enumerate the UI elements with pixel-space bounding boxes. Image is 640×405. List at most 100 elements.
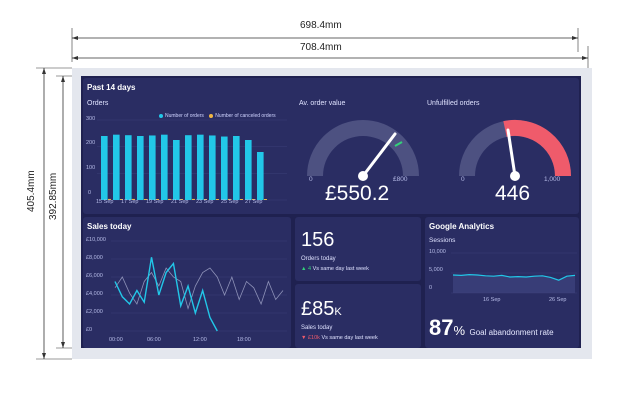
dashboard-screen: Past 14 days Orders Number of orders Num… (81, 76, 581, 348)
orders-today-label: Orders today (301, 256, 336, 262)
legend-orders-label: Number of orders (165, 113, 204, 119)
dimension-width-bottom: 708.4mm (300, 42, 342, 53)
orders-today-delta: ▲ 4 Vs same day last week (301, 266, 369, 272)
orders-today-delta-text: Vs same day last week (312, 266, 369, 272)
sales-kpi-suffix: K (334, 306, 342, 318)
orders-ytick-100: 100 (86, 165, 96, 171)
orders-bar (161, 134, 168, 200)
sales-xtick: 12:00 (193, 337, 207, 343)
sales-kpi-delta-text: Vs same day last week (321, 335, 378, 341)
sessions-line (452, 273, 576, 281)
canceled-bar (131, 198, 135, 200)
canceled-bar (107, 198, 111, 200)
orders-ytick-300: 300 (86, 116, 96, 122)
sales-ytick: £8,000 (86, 255, 103, 261)
orders-title: Orders (87, 100, 109, 107)
sessions-ytick: 0 (429, 285, 433, 291)
sales-line-chart (111, 240, 287, 332)
orders-bar (197, 134, 204, 200)
unfulfilled-gauge (459, 119, 572, 181)
sales-ytick: £0 (86, 327, 93, 333)
sales-ytick: £6,000 (86, 273, 103, 279)
sales-kpi-delta-value: £10k (307, 335, 320, 341)
sales-xtick: 06:00 (147, 337, 161, 343)
sales-ytick: £2,000 (86, 309, 103, 315)
orders-bar (149, 135, 156, 200)
gauge-needle (361, 132, 397, 178)
dimension-height-inner: 392.85mm (48, 172, 59, 220)
orders-bar (209, 135, 216, 200)
orders-ytick-0: 0 (88, 190, 92, 196)
orders-today-panel: 156 Orders today ▲ 4 Vs same day last we… (295, 217, 421, 281)
orders-bar (113, 134, 120, 200)
today-line (114, 257, 218, 332)
dimension-height-outer: 405.4mm (26, 170, 37, 212)
sales-kpi-label: Sales today (301, 325, 333, 331)
canceled-bar (179, 199, 183, 200)
canceled-bar (239, 199, 243, 200)
orders-bar (233, 136, 240, 200)
canceled-bar (143, 199, 147, 200)
sales-kpi-panel: £85K Sales today ▼ £10k Vs same day last… (295, 284, 421, 348)
gauge-needle (506, 128, 517, 178)
sales-ytick: £10,000 (86, 237, 106, 243)
sales-kpi-amount: £85 (301, 298, 335, 320)
abandonment-pct-label: Goal abandonment rate (469, 328, 554, 337)
sessions-area (453, 274, 575, 293)
sessions-xtick: 26 Sep (549, 297, 567, 303)
legend-canceled-label: Number of canceled orders (215, 113, 276, 119)
canceled-bar (263, 199, 267, 200)
canceled-bar (191, 198, 195, 200)
sales-today-title: Sales today (87, 222, 132, 231)
down-arrow-icon: ▼ (301, 335, 307, 341)
orders-bar (185, 135, 192, 200)
unfulfilled-title: Unfulfilled orders (427, 100, 480, 107)
page-title: Past 14 days (87, 83, 136, 92)
orders-bar (125, 135, 132, 200)
sessions-line-chart (451, 252, 577, 294)
orders-ytick-200: 200 (86, 140, 96, 146)
unfulfilled-value: 446 (495, 182, 531, 205)
canceled-bar (251, 199, 255, 200)
sales-today-panel: Sales today £10,000 £8,000 £6,000 £4,000… (83, 217, 291, 348)
canceled-bar (203, 199, 207, 200)
google-analytics-title: Google Analytics (429, 222, 495, 231)
sales-xtick: 18:00 (237, 337, 251, 343)
orders-bar (173, 140, 180, 200)
abandonment-rate: 87% Goal abandonment rate (429, 315, 554, 341)
orders-bar (101, 136, 108, 200)
orders-legend: Number of orders Number of canceled orde… (159, 113, 276, 119)
sales-kpi-delta: ▼ £10k Vs same day last week (301, 335, 378, 341)
avg-order-min: 0 (309, 176, 313, 183)
unfulfilled-min: 0 (461, 176, 465, 183)
orders-bar-chart (97, 119, 287, 201)
sales-xtick: 00:00 (109, 337, 123, 343)
orders-bar (137, 136, 144, 200)
orders-xtick: 21 Sep (171, 199, 189, 205)
sales-ytick: £4,000 (86, 291, 103, 297)
sessions-ytick: 10,000 (429, 249, 446, 255)
abandonment-pct-sign: % (453, 323, 466, 338)
orders-today-delta-value: 4 (307, 266, 312, 272)
sales-kpi-value: £85K (301, 298, 342, 321)
avg-order-max: £800 (393, 176, 408, 183)
dimension-width-top: 698.4mm (300, 20, 342, 31)
orders-xtick: 15 Sep (96, 199, 114, 205)
legend-orders-swatch (159, 113, 163, 118)
canceled-bar (227, 198, 231, 200)
google-analytics-panel: Google Analytics Sessions 10,000 5,000 0… (425, 217, 579, 348)
canceled-bar (215, 199, 219, 200)
canceled-bar (167, 198, 171, 200)
orders-xtick: 25 Sep (221, 199, 239, 205)
up-arrow-icon: ▲ (301, 266, 307, 272)
orders-today-value: 156 (301, 229, 335, 251)
avg-order-gauge (307, 120, 419, 181)
orders-xtick: 27 Sep (245, 199, 263, 205)
sessions-xtick: 16 Sep (483, 297, 501, 303)
orders-bar (221, 136, 228, 200)
orders-xtick: 23 Sep (196, 199, 214, 205)
orders-xtick: 17 Sep (121, 199, 139, 205)
sessions-ytick: 5,000 (429, 267, 443, 273)
orders-bar (257, 152, 264, 200)
legend-canceled-swatch (209, 113, 214, 118)
